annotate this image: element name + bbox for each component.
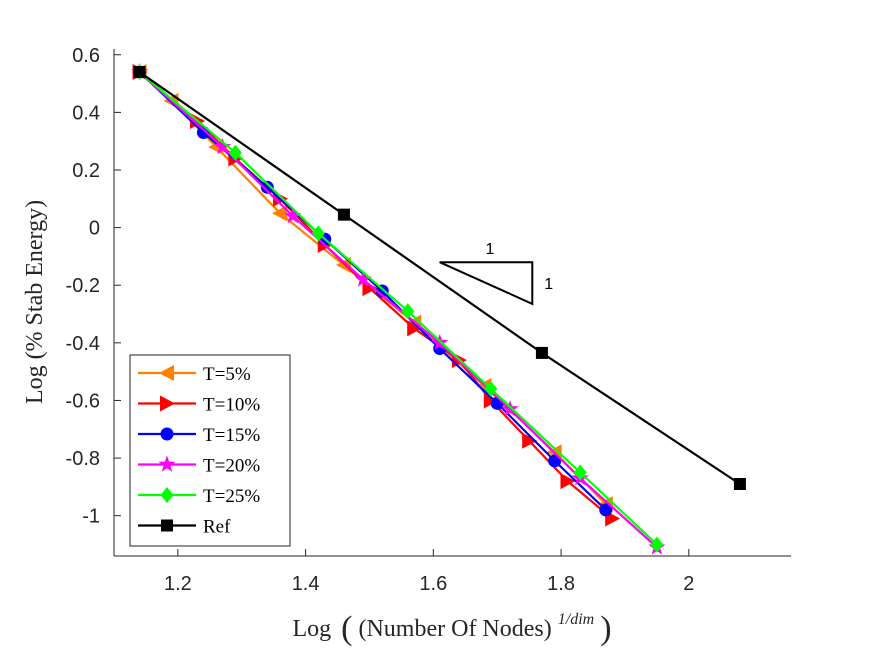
y-tick-label: -0.2 (66, 275, 100, 297)
data-point (573, 464, 587, 481)
data-point (483, 392, 499, 409)
legend-entry: Ref (138, 517, 231, 538)
axes (113, 49, 791, 557)
x-axis-open-paren: ( (341, 610, 352, 647)
data-point (560, 473, 576, 490)
data-point (214, 137, 232, 155)
data-point (311, 225, 325, 242)
legend-marker (161, 519, 173, 532)
data-point (733, 477, 746, 490)
y-tick-label: 0.4 (72, 102, 100, 124)
legend-marker (160, 395, 175, 412)
data-point (354, 270, 372, 287)
y-tick-label: -0.4 (66, 333, 100, 355)
data-point (284, 207, 302, 224)
x-axis-title-inner: (Number Of Nodes) (358, 616, 551, 642)
data-point (133, 66, 146, 79)
legend-entry: T=5% (138, 364, 251, 385)
legend-box (129, 354, 291, 547)
data-point (522, 432, 538, 449)
slope-top-label: 1 (486, 241, 495, 258)
data-point (272, 205, 288, 222)
y-tick-label: -0.6 (66, 390, 100, 412)
data-point (228, 144, 242, 161)
x-axis-title: Log ( (Number Of Nodes) 1/dim ) (292, 604, 611, 647)
x-tick-label: 1.6 (419, 573, 447, 595)
slope-side-label: 1 (544, 276, 553, 293)
slope-triangle: 11 (439, 241, 553, 306)
legend-entry: T=15% (138, 425, 260, 446)
x-axis-title-prefix: Log (292, 616, 331, 642)
legend-marker (160, 427, 174, 441)
legend-label: T=5% (203, 364, 251, 385)
legend-label: Ref (203, 517, 231, 538)
series-Ref (133, 66, 746, 490)
legend-label: T=20% (203, 456, 260, 477)
data-point (401, 303, 415, 320)
legend-entry: T=20% (138, 455, 260, 477)
x-axis-close-paren: ) (600, 610, 611, 647)
x-tick-label: 1.4 (292, 573, 320, 595)
x-axis-title-sup: 1/dim (558, 611, 594, 628)
data-point (375, 284, 389, 298)
data-point (484, 380, 498, 397)
y-tick-label: 0 (89, 218, 100, 240)
data-point (535, 346, 548, 359)
legend-label: T=15% (203, 425, 260, 446)
legend-entry: T=10% (138, 395, 260, 416)
series-line (138, 71, 741, 485)
data-point (337, 208, 350, 221)
data-point (335, 257, 351, 274)
x-tick-label: 1.8 (547, 573, 575, 595)
y-axis-title: Log (% Stab Energy) (22, 200, 48, 404)
legend-label: T=10% (203, 395, 260, 416)
series-layer (130, 63, 746, 555)
y-tick-label: -1 (82, 506, 100, 528)
data-point (260, 180, 274, 194)
legend: T=5% T=10% T=15% T=20% T=25% Ref (129, 354, 291, 547)
y-tick-label: -0.8 (66, 448, 100, 470)
y-tick-label: 0.6 (72, 45, 100, 67)
data-point (407, 320, 423, 337)
legend-marker (158, 455, 176, 472)
data-point (599, 503, 613, 517)
slope-triangle-shape (439, 261, 534, 306)
x-tick-label: 2 (683, 573, 694, 595)
legend-marker (160, 487, 174, 503)
legend-label: T=25% (203, 486, 260, 507)
data-point (650, 536, 664, 553)
legend-entry: T=25% (138, 486, 260, 507)
legend-marker (159, 365, 174, 381)
x-tick-label: 1.2 (164, 573, 192, 595)
tick-labels: 1.2 1.4 1.6 1.8 2 0.6 0.4 0.2 0 -0.2 -0.4 -0.6 -0.8 -… (66, 45, 695, 595)
y-tick-label: 0.2 (72, 160, 100, 182)
